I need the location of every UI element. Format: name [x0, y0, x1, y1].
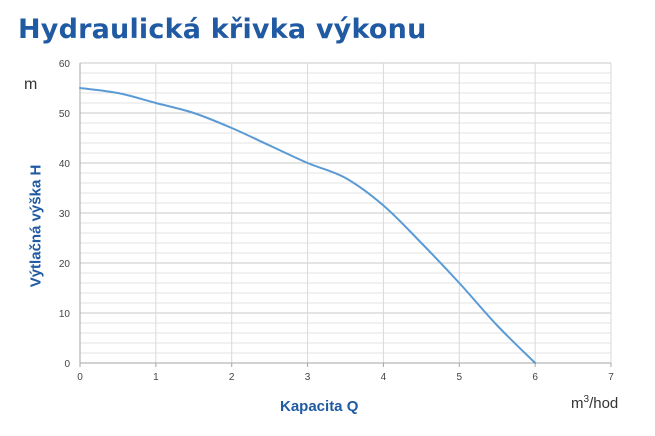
x-unit-label: m3/hod	[571, 394, 618, 412]
x-tick-label: 7	[608, 372, 614, 383]
x-unit-superscript: 3	[583, 394, 590, 405]
x-tick-label: 0	[77, 372, 83, 383]
y-unit-label: m	[24, 76, 38, 93]
tick-labels: 0 1 2 3 4 5 6 7 0 10 20 30 40 50 60	[59, 59, 614, 383]
series-line-0	[79, 87, 537, 364]
x-tick-label: 1	[153, 372, 159, 383]
y-tick-label: 40	[59, 159, 71, 170]
y-tick-label: 30	[59, 209, 71, 220]
series-group	[79, 87, 537, 364]
x-tick-label: 6	[532, 372, 538, 383]
y-tick-label: 10	[59, 309, 71, 320]
y-tick-label: 20	[59, 259, 71, 270]
grid-lines	[79, 62, 612, 364]
x-tick-label: 2	[229, 372, 235, 383]
x-tick-label: 5	[457, 372, 463, 383]
axes	[79, 63, 612, 367]
y-tick-label: 50	[59, 109, 71, 120]
x-unit-base: m	[571, 395, 584, 412]
x-tick-label: 4	[381, 372, 387, 383]
x-unit-rest: /hod	[589, 395, 619, 412]
x-axis-label: Kapacita Q	[280, 398, 359, 415]
x-tick-label: 3	[305, 372, 311, 383]
y-tick-label: 0	[64, 359, 70, 370]
y-tick-label: 60	[59, 59, 71, 70]
chart-title: Hydraulická křivka výkonu	[18, 14, 427, 45]
